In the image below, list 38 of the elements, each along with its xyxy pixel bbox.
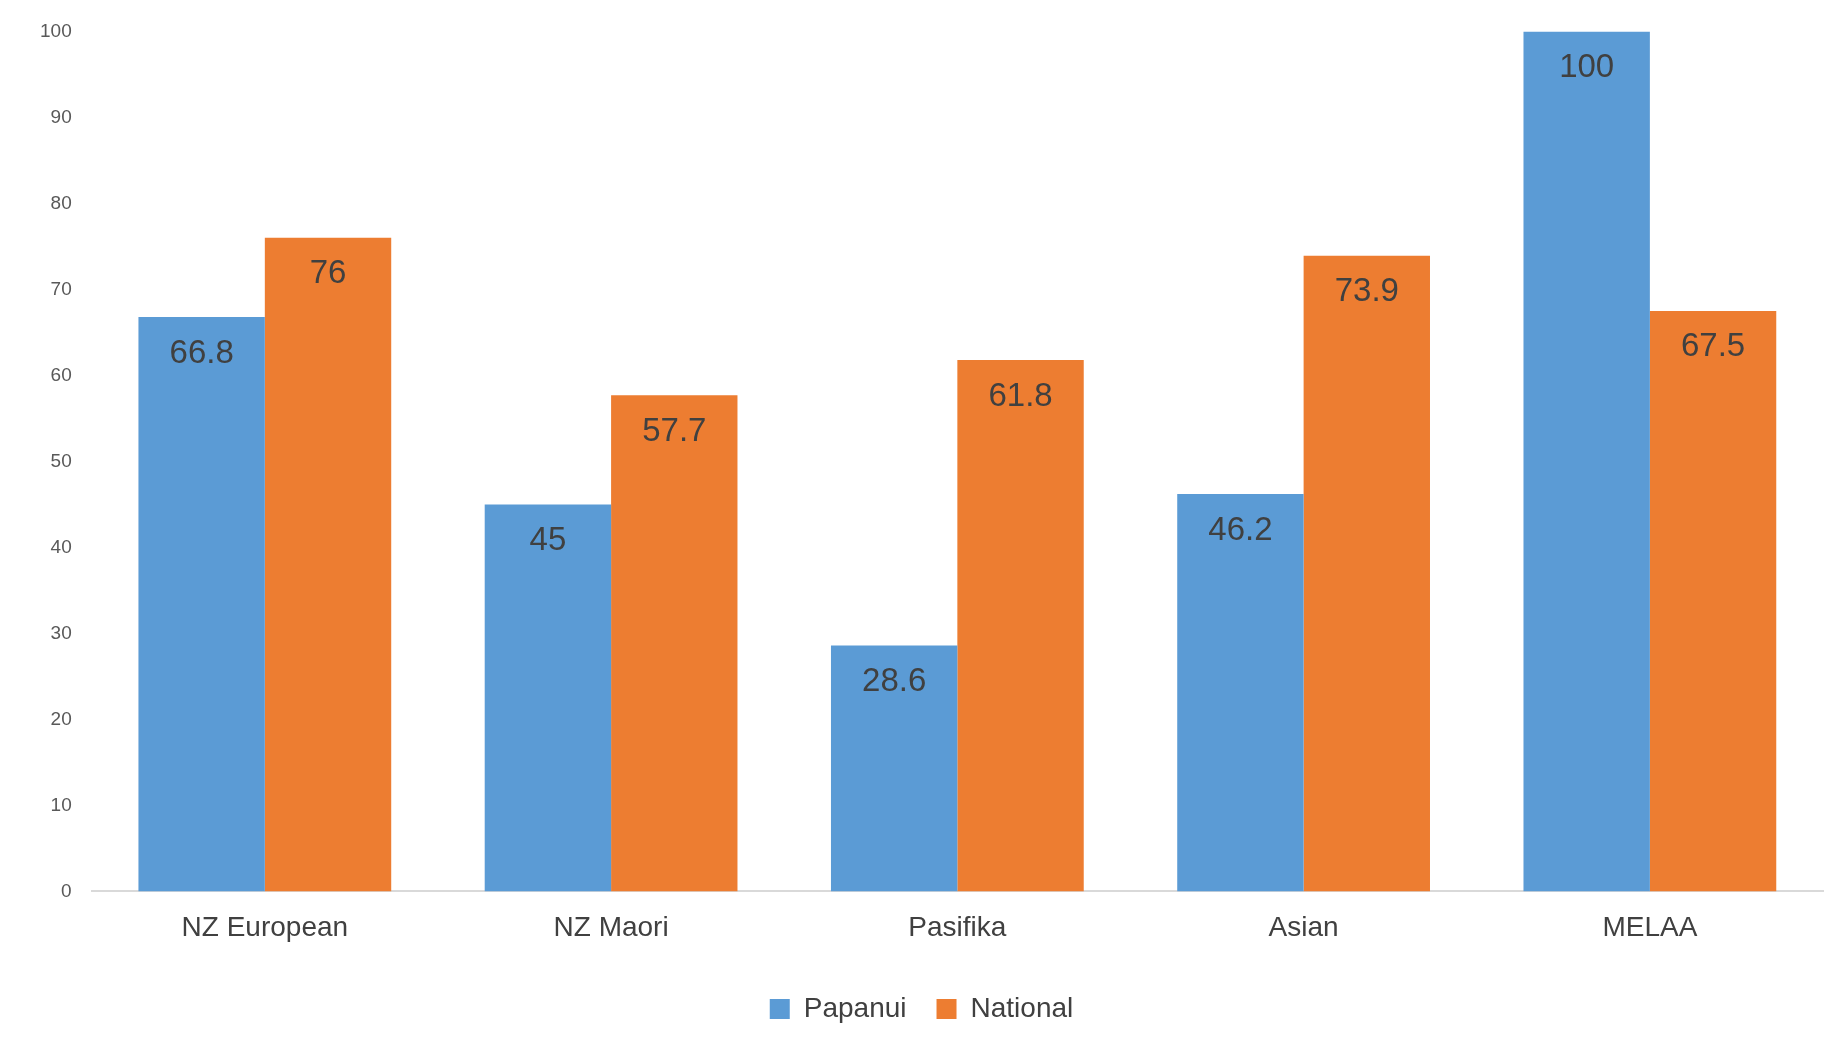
bar — [957, 359, 1084, 892]
bar — [1523, 31, 1650, 892]
x-tick-label: Pasifika — [908, 910, 1007, 942]
x-tick-label: NZ European — [181, 910, 349, 942]
y-tick-label: 50 — [50, 449, 72, 471]
bar — [138, 316, 265, 892]
data-label: 28.6 — [862, 661, 927, 699]
x-tick-label: NZ Maori — [553, 910, 669, 942]
y-tick-label: 80 — [50, 191, 72, 213]
bar — [830, 645, 958, 892]
y-tick-label: 10 — [50, 793, 72, 815]
data-label: 100 — [1559, 46, 1615, 84]
y-tick-label: 30 — [50, 621, 72, 643]
data-label: 45 — [529, 519, 567, 557]
bar — [484, 504, 612, 892]
bar — [1649, 310, 1777, 892]
y-tick-label: 40 — [50, 535, 72, 557]
bar — [611, 395, 738, 892]
y-tick-label: 0 — [61, 879, 72, 901]
x-tick-label: MELAA — [1602, 910, 1698, 942]
x-tick-label: Asian — [1268, 910, 1339, 942]
bar — [264, 237, 392, 892]
data-label: 61.8 — [988, 375, 1053, 413]
y-tick-label: 90 — [50, 105, 72, 127]
y-tick-label: 70 — [50, 277, 72, 299]
data-label: 57.7 — [642, 410, 707, 448]
data-label: 67.5 — [1680, 326, 1746, 364]
data-label: 76 — [309, 253, 347, 291]
legend-label: Papanui — [803, 991, 907, 1023]
bar — [1177, 494, 1304, 892]
y-tick-label: 20 — [50, 707, 72, 729]
data-label: 73.9 — [1334, 271, 1399, 309]
data-label: 66.8 — [169, 332, 234, 370]
y-tick-label: 100 — [40, 19, 72, 41]
y-tick-label: 60 — [50, 363, 72, 385]
legend-label: National — [970, 991, 1074, 1023]
data-label: 46.2 — [1208, 509, 1273, 547]
bar — [1303, 255, 1430, 892]
